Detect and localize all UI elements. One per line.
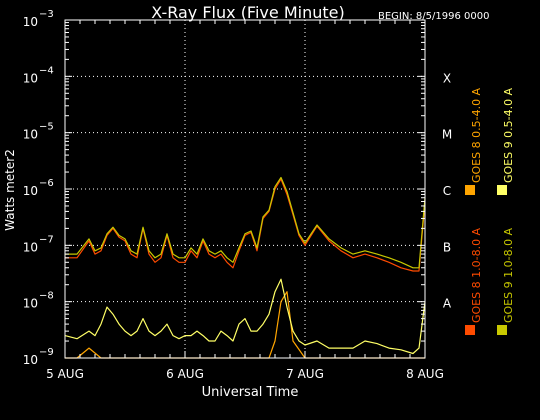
y-tick-base: 10 — [23, 184, 38, 198]
y-tick-label: 10 — [23, 353, 38, 367]
series-line — [65, 178, 426, 272]
y-tick-base: 10 — [23, 128, 38, 142]
legend-label: GOES 8 1.0-8.0 A — [470, 227, 483, 323]
y-tick-label: 10 — [23, 184, 38, 198]
axes: 10−910−810−710−610−510−410−35 AUG 6 AUG 7 … — [23, 9, 452, 381]
legend-label: GOES 8 0.5-4.0 A — [470, 87, 483, 183]
flare-class-label: M — [442, 128, 452, 142]
y-tick-exponent: −3 — [39, 9, 54, 20]
x-tick-label: 6 AUG — [166, 367, 204, 381]
y-tick-exponent: −9 — [39, 347, 54, 358]
x-tick-label: 8 AUG — [406, 367, 444, 381]
flare-class-label: B — [443, 240, 451, 254]
y-tick-exponent: −6 — [39, 178, 54, 189]
series-line — [65, 176, 426, 269]
y-tick-label: 10 — [23, 240, 38, 254]
y-tick-label: 10 — [23, 128, 38, 142]
y-axis-label: Watts meter2 — [3, 149, 17, 231]
y-tick-exponent: −7 — [39, 234, 54, 245]
legend: GOES 8 1.0-8.0 A GOES 8 0.5-4.0 A GOES 9 1… — [465, 87, 515, 335]
y-tick-exponent: −8 — [39, 291, 54, 302]
y-tick-base: 10 — [23, 353, 38, 367]
y-tick-base: 10 — [23, 71, 38, 85]
legend-swatch — [497, 185, 507, 195]
legend-label: GOES 9 0.5-4.0 A — [502, 87, 515, 183]
y-tick-label: 10 — [23, 15, 38, 29]
y-tick-base: 10 — [23, 240, 38, 254]
y-tick-exponent: −4 — [39, 65, 54, 76]
flare-class-label: X — [443, 71, 451, 85]
legend-label: GOES 9 1.0-8.0 A — [502, 227, 515, 323]
x-tick-label: 7 AUG — [286, 367, 324, 381]
series-line — [64, 278, 426, 355]
y-tick-label: 10 — [23, 297, 38, 311]
y-tick-base: 10 — [23, 15, 38, 29]
y-tick-exponent: −5 — [39, 122, 54, 133]
chart-title: X-Ray Flux (Five Minute) — [151, 3, 344, 22]
grid-lines — [65, 20, 425, 358]
x-tick-label: 5 AUG — [46, 367, 84, 381]
x-axis-label: Universal Time — [202, 385, 299, 400]
flare-class-label: A — [443, 297, 452, 311]
legend-swatch — [497, 325, 507, 335]
y-tick-label: 10 — [23, 71, 38, 85]
y-tick-base: 10 — [23, 297, 38, 311]
flare-class-label: C — [443, 184, 451, 198]
legend-swatch — [465, 185, 475, 195]
legend-swatch — [465, 325, 475, 335]
begin-date-label: BEGIN: 8/5/1996 0000 — [378, 11, 489, 22]
